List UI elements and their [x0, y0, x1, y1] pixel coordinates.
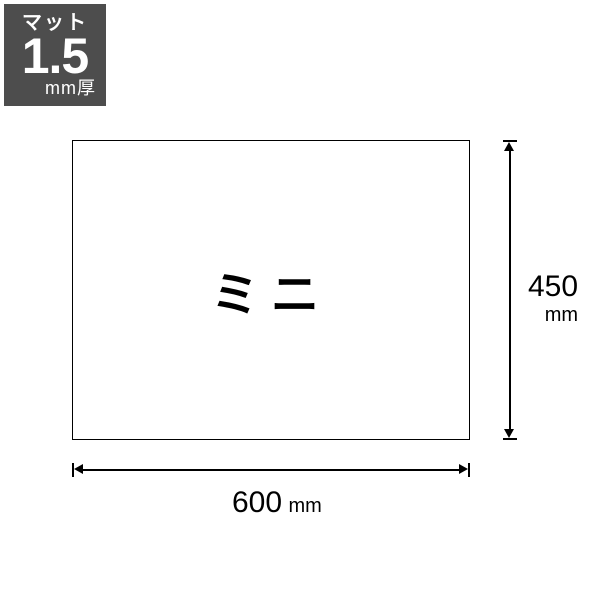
dim-vertical-unit: mm — [528, 304, 578, 327]
dim-vertical-cap-bottom-icon — [503, 438, 517, 440]
dim-vertical-value: 450 — [528, 270, 578, 304]
dim-vertical-line-icon — [509, 149, 511, 431]
dim-vertical-label: 450 mm — [528, 270, 578, 327]
dim-horizontal-cap-right-icon — [468, 463, 470, 477]
dim-horizontal-value: 600 — [232, 486, 282, 519]
dim-horizontal-line-icon — [81, 469, 461, 471]
diagram-canvas: マット 1.5 mm厚 ミニ 450 mm 600 mm — [0, 0, 600, 600]
badge-unit-row: mm厚 — [45, 79, 96, 97]
badge-thickness-row: 1.5 — [22, 31, 89, 81]
dim-horizontal-arrow-right-icon — [459, 464, 468, 474]
mat-size-label: ミニ — [211, 255, 331, 325]
dim-vertical-arrow-top-icon — [504, 142, 514, 151]
dim-horizontal-arrow-left-icon — [74, 464, 83, 474]
dim-horizontal-unit: mm — [289, 495, 322, 517]
thickness-badge: マット 1.5 mm厚 — [4, 4, 106, 106]
dim-vertical-arrow-bottom-icon — [504, 429, 514, 438]
dim-horizontal-label: 600 mm — [232, 486, 322, 520]
badge-thickness-value: 1.5 — [22, 31, 89, 81]
